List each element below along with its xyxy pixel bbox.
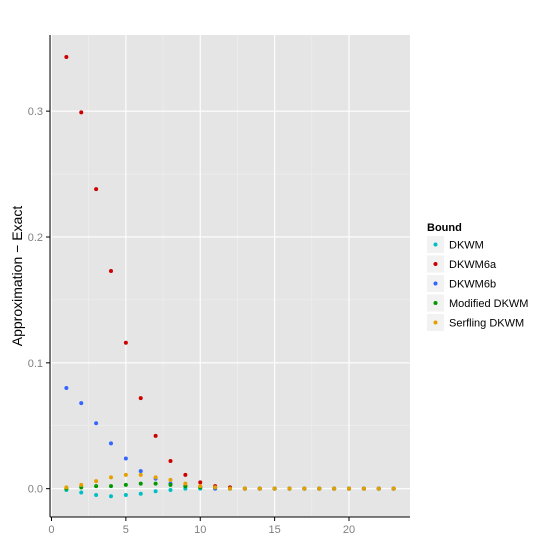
legend-marker-dkwm6b [433,281,438,286]
legend-label-dkwm6a: DKWM6a [449,259,497,271]
minor-gridlines [50,35,410,517]
data-point-modified-dkwm [168,482,173,487]
data-point-dkwm [94,492,99,497]
data-point-modified-dkwm [123,482,128,487]
data-point-serfling-dkwm [391,486,396,491]
y-tick-label: 0.3 [28,106,43,118]
data-point-serfling-dkwm [361,486,366,491]
legend-marker-dkwm [433,242,438,247]
y-tick-label: 0.2 [28,232,43,244]
data-point-modified-dkwm [94,484,99,489]
x-tick-label: 10 [194,524,206,536]
data-point-dkwm6a [168,458,173,463]
data-point-serfling-dkwm [317,486,322,491]
data-point-dkwm6a [138,396,143,401]
plot-panel [50,35,410,517]
data-point-dkwm6b [138,469,143,474]
data-point-dkwm [79,490,84,495]
data-point-dkwm [168,487,173,492]
data-point-serfling-dkwm [242,486,247,491]
data-point-dkwm6a [183,472,188,477]
data-point-serfling-dkwm [183,481,188,486]
data-point-dkwm [108,494,113,499]
legend-title: Bound [427,222,462,234]
data-point-serfling-dkwm [287,486,292,491]
legend-label-dkwm: DKWM [449,240,484,252]
legend-label-dkwm6b: DKWM6b [449,279,496,291]
data-point-serfling-dkwm [64,485,69,490]
legend-marker-dkwm6a [433,262,438,266]
data-point-modified-dkwm [153,481,158,486]
data-point-serfling-dkwm [228,486,232,491]
data-point-serfling-dkwm [108,475,113,480]
data-point-dkwm6a [94,187,99,192]
data-point-dkwm6b [123,456,128,461]
data-point-dkwm6a [108,268,113,273]
data-point-dkwm6a [123,340,128,345]
data-point-dkwm6b [64,386,69,391]
y-tick-label: 0.0 [28,484,43,496]
data-point-serfling-dkwm [302,486,307,491]
data-point-serfling-dkwm [198,484,203,489]
data-point-dkwm6a [79,110,84,115]
data-point-modified-dkwm [108,484,113,489]
data-point-dkwm [138,491,143,496]
y-axis-title: Approximation − Exact [9,206,25,347]
data-point-serfling-dkwm [94,479,99,484]
data-point-dkwm [153,489,158,494]
legend-label-modified-dkwm: Modified DKWM [449,298,528,310]
x-tick-label: 15 [269,524,281,536]
x-tick-label: 5 [123,524,129,536]
data-point-modified-dkwm [138,481,143,486]
data-point-serfling-dkwm [376,486,381,491]
legend-label-serfling-dkwm: Serfling DKWM [449,318,524,330]
data-point-serfling-dkwm [257,486,262,491]
legend-marker-modified-dkwm [433,301,438,305]
x-tick-label: 0 [48,524,54,536]
data-point-serfling-dkwm [123,472,128,477]
data-point-dkwm [123,492,128,497]
data-point-dkwm6a [198,480,203,485]
data-point-dkwm6b [94,421,99,426]
legend: Bound DKWM DKWM6a DKWM6b Modified DKWM Serfl… [427,222,528,331]
data-points [64,55,396,499]
data-point-dkwm6a [64,55,69,60]
y-tick-label: 0.1 [28,358,43,370]
data-point-serfling-dkwm [168,477,173,482]
data-point-dkwm6a [153,433,158,438]
data-point-dkwm6b [79,401,84,406]
data-point-serfling-dkwm [213,485,218,490]
data-point-serfling-dkwm [272,486,277,491]
data-point-serfling-dkwm [347,486,352,491]
data-point-serfling-dkwm [153,475,158,480]
data-point-serfling-dkwm [138,472,143,477]
axis-ticks: 0 5 10 15 20 0.0 0.1 0.2 0.3 [28,106,355,536]
x-tick-label: 20 [343,524,355,536]
data-point-serfling-dkwm [332,486,337,491]
legend-marker-serfling-dkwm [433,320,438,325]
data-point-serfling-dkwm [79,482,84,487]
data-point-dkwm6b [108,441,113,446]
